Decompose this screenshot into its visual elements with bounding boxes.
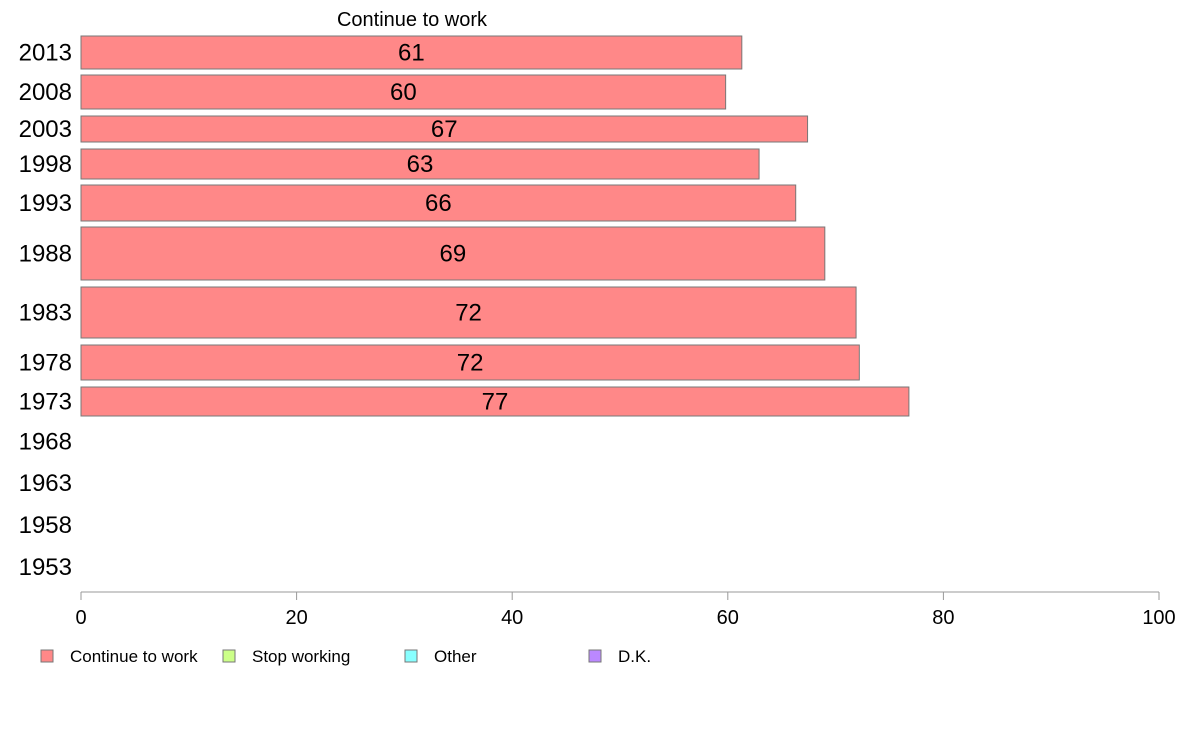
- x-tick-label: 80: [932, 607, 954, 629]
- legend-swatch: [588, 649, 602, 663]
- x-tick-label: 40: [501, 607, 523, 629]
- bar-2003: [80, 115, 809, 143]
- legend-swatch: [40, 649, 54, 663]
- data-label: 77: [482, 389, 509, 416]
- x-axis: 0 20 40 60 80 100: [75, 591, 1176, 629]
- data-label: 60: [390, 79, 417, 106]
- bar-1973: [80, 386, 910, 417]
- legend-label: Other: [434, 647, 477, 666]
- legend-swatch: [404, 649, 418, 663]
- data-label: 72: [455, 300, 482, 327]
- y-tick-label: 1988: [19, 241, 72, 268]
- bars-group: 61 60 67 63 66 69 72 72 77: [80, 35, 910, 417]
- bar-1988: [80, 226, 826, 281]
- y-tick-label: 2003: [19, 116, 72, 143]
- y-tick-label: 1963: [19, 470, 72, 497]
- bar-2008: [80, 74, 727, 110]
- y-tick-label: 1998: [19, 151, 72, 178]
- legend-swatch: [222, 649, 236, 663]
- legend-label: D.K.: [618, 647, 651, 666]
- x-tick-label: 100: [1142, 607, 1175, 629]
- y-tick-label: 1973: [19, 389, 72, 416]
- x-tick-label: 20: [285, 607, 307, 629]
- chart-title: Continue to work: [337, 9, 488, 31]
- y-tick-label: 1958: [19, 512, 72, 539]
- y-tick-label: 1978: [19, 350, 72, 377]
- x-tick-label: 60: [717, 607, 739, 629]
- data-label: 72: [457, 350, 484, 377]
- bar-1983: [80, 286, 857, 339]
- data-label: 61: [398, 40, 425, 67]
- y-tick-label: 2008: [19, 79, 72, 106]
- legend-label: Continue to work: [70, 647, 198, 666]
- bar-1993: [80, 184, 797, 222]
- y-tick-label: 1993: [19, 190, 72, 217]
- bar-1978: [80, 344, 860, 381]
- data-label: 66: [425, 190, 452, 217]
- data-label: 69: [440, 241, 467, 268]
- data-label: 67: [431, 116, 458, 143]
- bar-2013: [80, 35, 743, 70]
- y-tick-label: 1983: [19, 300, 72, 327]
- bar-1998: [80, 148, 760, 180]
- legend-label: Stop working: [252, 647, 350, 666]
- data-label: 63: [407, 151, 434, 178]
- y-tick-label: 1953: [19, 554, 72, 581]
- legend: Continue to work Stop working Other D.K.: [40, 647, 651, 666]
- x-tick-label: 0: [75, 607, 86, 629]
- y-tick-label: 2013: [19, 40, 72, 67]
- y-axis-labels: 2013 2008 2003 1998 1993 1988 1983 1978 1973 1968…: [19, 40, 72, 582]
- y-tick-label: 1968: [19, 429, 72, 456]
